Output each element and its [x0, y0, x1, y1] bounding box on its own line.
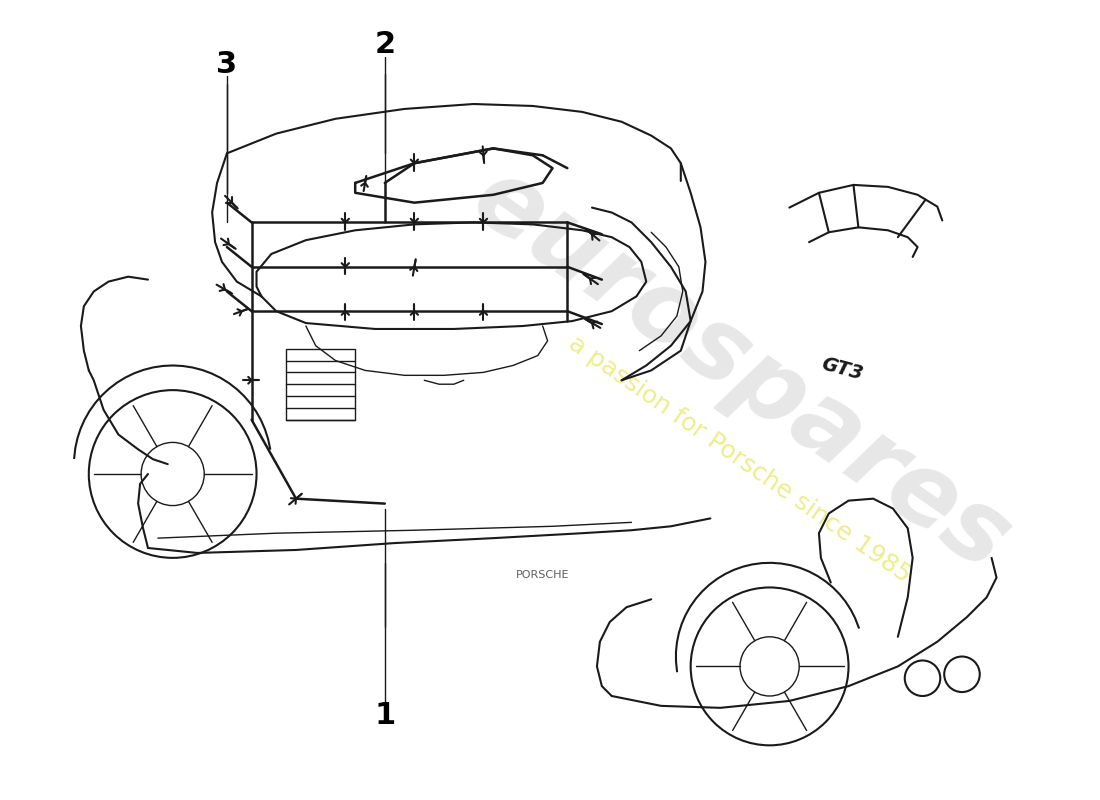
Text: GT3: GT3 — [818, 355, 865, 384]
Text: eurospares: eurospares — [453, 150, 1027, 591]
Text: PORSCHE: PORSCHE — [516, 570, 570, 579]
Bar — [286, 349, 355, 420]
Text: 1: 1 — [374, 702, 395, 730]
Text: a passion for Porsche since 1985: a passion for Porsche since 1985 — [564, 331, 915, 587]
Text: 2: 2 — [374, 30, 395, 59]
Text: 3: 3 — [217, 50, 238, 79]
